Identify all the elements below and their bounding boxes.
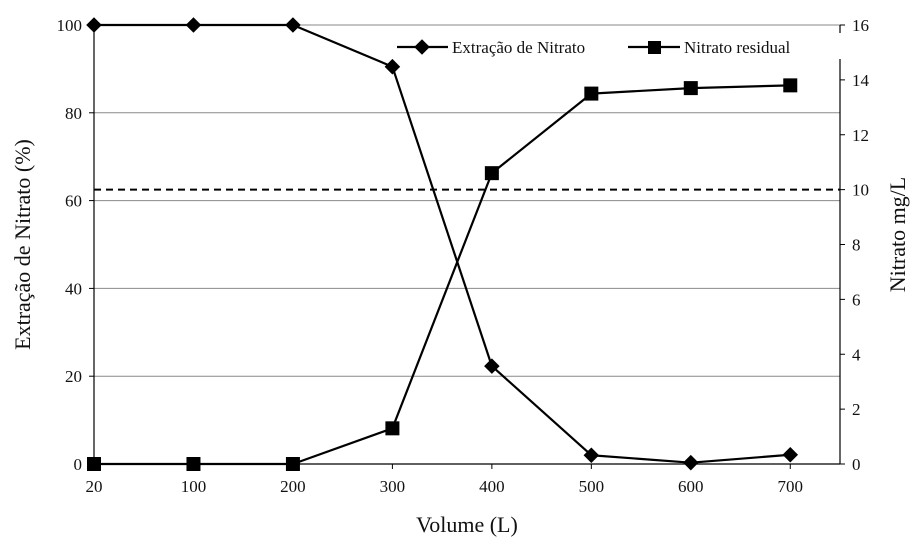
y-right-tick-label: 4	[852, 345, 861, 364]
series-line-1	[94, 84, 791, 466]
y-left-tick-label: 60	[65, 192, 82, 211]
y-right-tick-label: 0	[852, 455, 861, 474]
x-axis-title: Volume (L)	[416, 512, 518, 537]
data-point-diamond	[683, 454, 699, 471]
y-left-tick-label: 40	[65, 279, 82, 298]
y-left-tick-label: 20	[65, 367, 82, 386]
series-layer	[86, 17, 799, 471]
y-right-tick-label: 6	[852, 290, 861, 309]
y-left-tick-label: 80	[65, 104, 82, 123]
axis-ticks: 20 100 200 300 400 500 600 70002040608010002468…	[57, 16, 870, 496]
y-right-tick-label: 16	[852, 16, 869, 35]
data-point-diamond	[384, 58, 401, 75]
data-point-diamond	[185, 17, 202, 33]
y-left-tick-label: 100	[57, 16, 83, 35]
data-point-square	[186, 457, 201, 471]
y-right-tick-label: 8	[852, 236, 861, 255]
data-point-square	[683, 81, 698, 96]
data-point-square	[584, 86, 599, 101]
data-point-square	[285, 457, 300, 471]
x-tick-label: 200	[280, 477, 306, 496]
gridlines	[94, 24, 840, 377]
series-line-0	[94, 23, 791, 464]
legend-background	[392, 33, 842, 59]
x-tick-label: 500	[579, 477, 605, 496]
y-right-tick-label: 2	[852, 400, 861, 419]
y-right-tick-label: 12	[852, 126, 869, 145]
y-right-tick-label: 14	[852, 71, 870, 90]
y-right-axis-title: Nitrato mg/L	[885, 177, 910, 292]
data-point-diamond	[285, 17, 301, 33]
y-left-tick-label: 0	[74, 455, 83, 474]
data-point-diamond	[86, 17, 102, 33]
y-left-axis-title: Extração de Nitrato (%)	[10, 139, 35, 350]
data-point-square	[484, 166, 499, 181]
data-point-diamond	[782, 447, 799, 463]
legend-marker-square	[648, 41, 661, 54]
x-tick-label: 20	[86, 477, 103, 496]
data-point-square	[87, 457, 101, 471]
x-tick-label: 600	[678, 477, 704, 496]
legend-label-residual: Nitrato residual	[684, 38, 790, 57]
x-tick-label: 400	[479, 477, 505, 496]
legend-label-extracao: Extração de Nitrato	[452, 38, 585, 57]
data-point-square	[783, 78, 798, 93]
x-tick-label: 700	[778, 477, 804, 496]
data-point-square	[385, 421, 400, 436]
x-tick-label: 300	[380, 477, 406, 496]
legend: Extração de Nitrato Nitrato residual	[392, 33, 842, 59]
x-tick-label: 100	[181, 477, 207, 496]
y-right-tick-label: 10	[852, 181, 869, 200]
